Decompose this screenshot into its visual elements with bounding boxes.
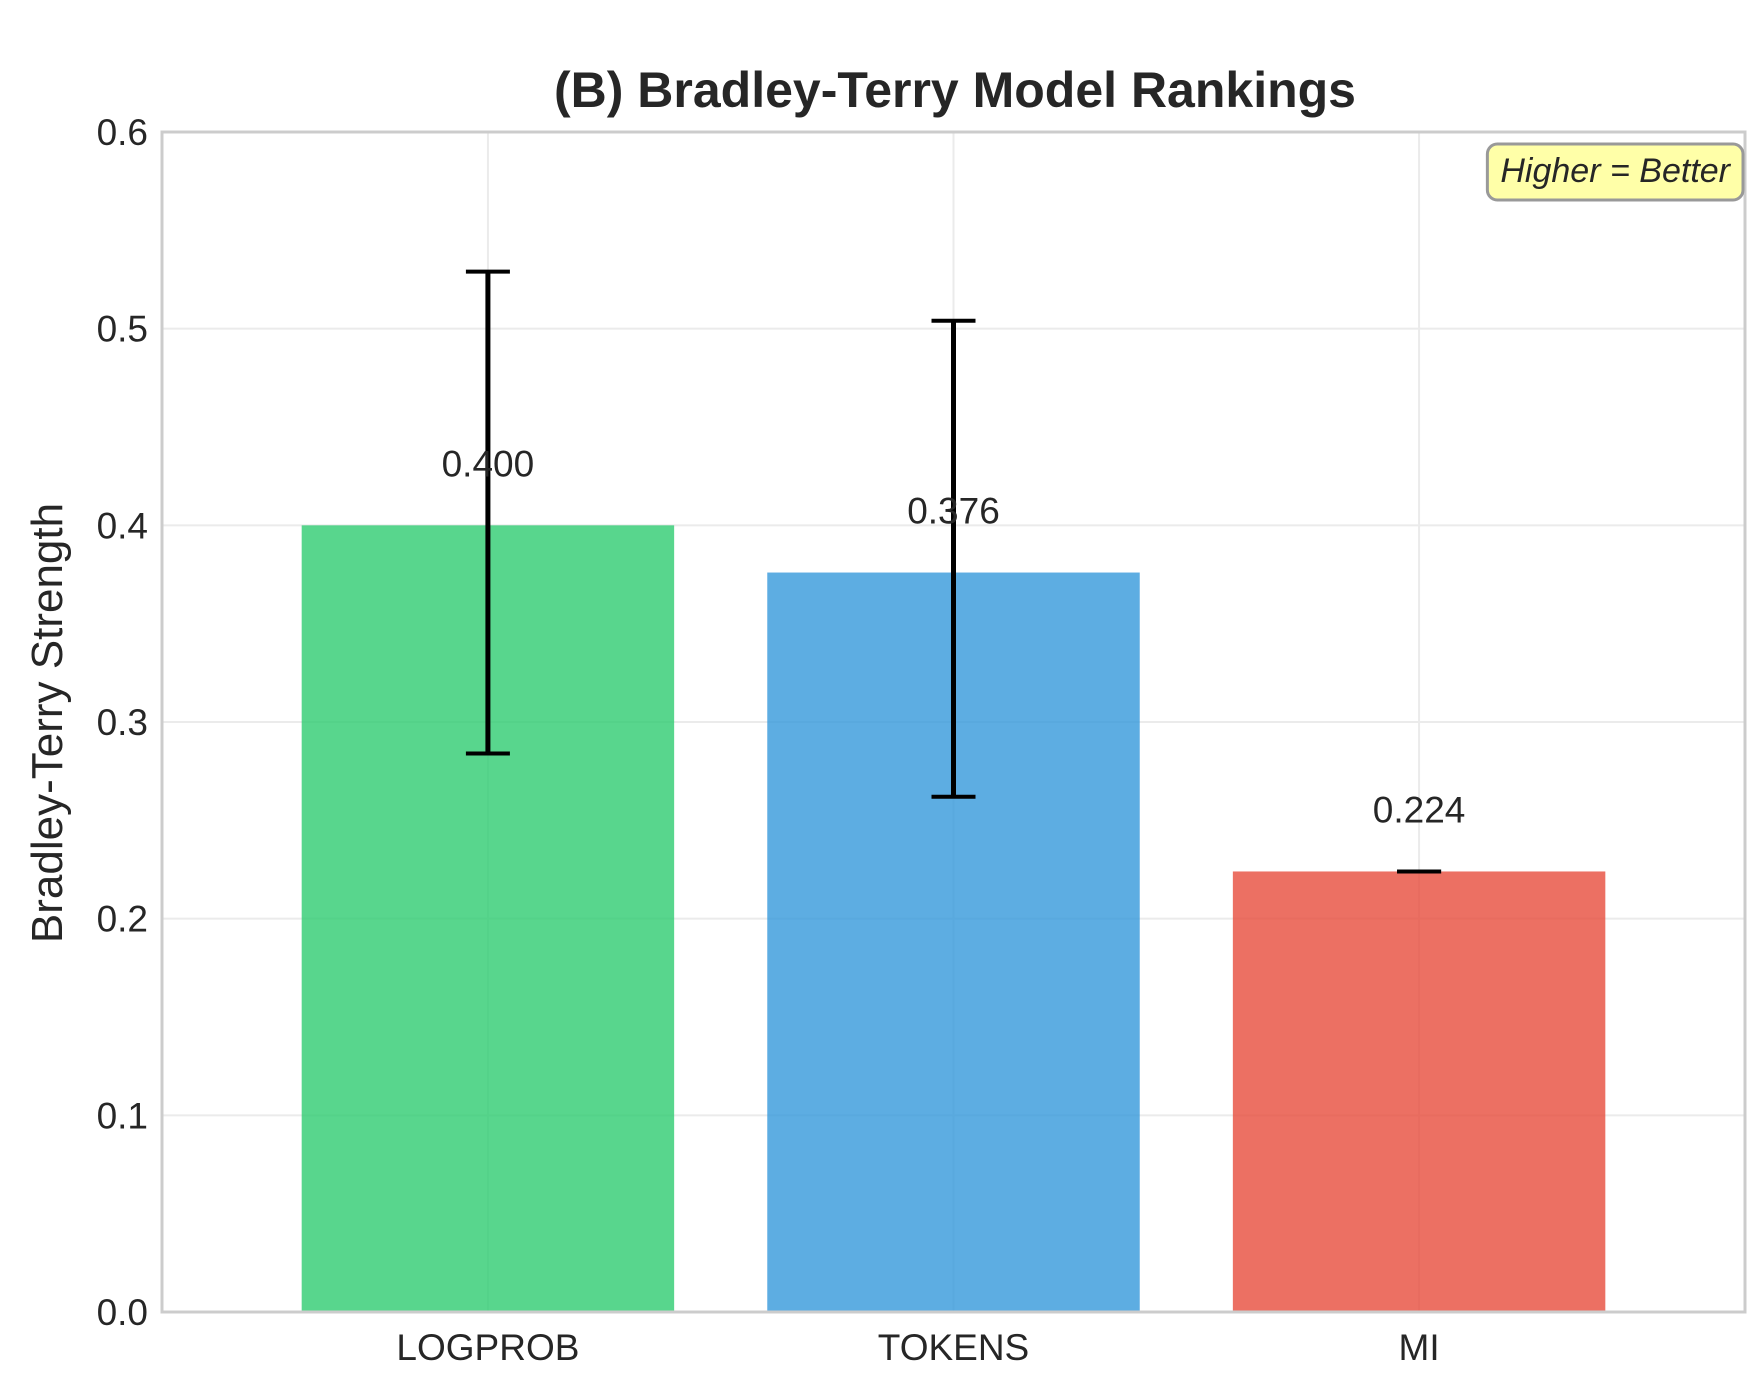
value-label: 0.400 [442,443,535,484]
y-tick-label: 0.4 [97,505,148,546]
x-tick-label: TOKENS [878,1327,1029,1368]
value-label: 0.224 [1373,789,1466,830]
y-tick-labels: 0.0 0.1 0.2 0.3 0.4 0.5 0.6 [97,112,148,1333]
note-text: Higher = Better [1500,152,1731,190]
bar-mi [1232,871,1606,1312]
x-tick-label: LOGPROB [396,1327,579,1368]
y-tick-label: 0.1 [97,1095,148,1136]
y-tick-label: 0.6 [97,112,148,153]
chart-title: (B) Bradley-Terry Model Rankings [554,62,1356,118]
y-tick-label: 0.2 [97,899,148,940]
x-tick-labels: LOGPROB TOKENS MI [396,1327,1439,1368]
plot-frame [160,130,1747,1314]
y-tick-label: 0.3 [97,702,148,743]
higher-better-note: Higher = Better [1485,142,1745,202]
value-labels: 0.400 0.376 0.224 [442,443,1466,830]
note-box-background [1485,142,1745,202]
value-label: 0.376 [907,491,1000,532]
error-bars [465,269,1442,874]
y-tick-label: 0.0 [97,1292,148,1333]
x-tick-label: MI [1399,1327,1440,1368]
y-axis-label: Bradley-Terry Strength [23,503,72,943]
y-tick-label: 0.5 [97,309,148,350]
